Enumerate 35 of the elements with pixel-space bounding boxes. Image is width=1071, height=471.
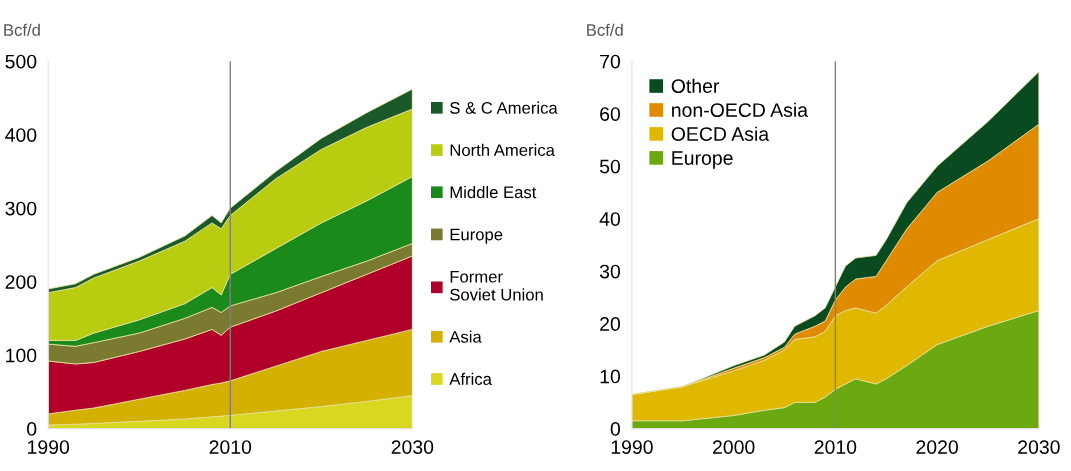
y-tick-label: 50 [599, 159, 621, 174]
legend-label: Other [671, 78, 720, 94]
y-tick-label: 200 [5, 275, 37, 289]
y-tick-label: 100 [6, 348, 37, 363]
y-tick-label: 60 [600, 107, 621, 121]
x-tick-label: 2020 [916, 440, 958, 454]
legend-label: Africa [449, 372, 492, 385]
legend-label: Europe [672, 151, 733, 169]
legend-label: non-OECD Asia [672, 102, 809, 117]
y-tick-label: 400 [5, 128, 37, 142]
y-tick-label: 30 [599, 264, 621, 279]
x-tick-label: 2010 [209, 440, 252, 454]
legend-label: Europe [450, 228, 503, 244]
x-tick-label: 1990 [611, 440, 653, 454]
x-tick-label: 1990 [28, 440, 70, 454]
x-tick-label: 2000 [712, 440, 755, 454]
y-tick-label: 500 [5, 54, 37, 69]
y-tick-label: 40 [599, 212, 621, 226]
y-tick-label: 0 [610, 422, 621, 436]
y-axis-title: Bcf/d [4, 23, 40, 36]
y-tick-label: 70 [600, 54, 621, 69]
x-tick-label: 2030 [1018, 440, 1060, 454]
legend-label: Former Soviet Union [450, 270, 543, 301]
y-axis-title: Bcf/d [587, 23, 623, 36]
y-tick-label: 0 [27, 422, 37, 436]
y-tick-label: 10 [600, 369, 621, 384]
legend-label: Middle East [450, 185, 537, 199]
legend-label: Asia [449, 330, 482, 343]
y-tick-label: 300 [5, 201, 37, 216]
legend-label: OECD Asia [671, 126, 770, 141]
legend-label: North America [450, 143, 555, 157]
y-tick-label: 20 [600, 317, 621, 331]
x-tick-label: 2010 [814, 440, 857, 454]
x-tick-label: 2030 [391, 440, 434, 454]
legend-label: S & C America [450, 101, 558, 114]
